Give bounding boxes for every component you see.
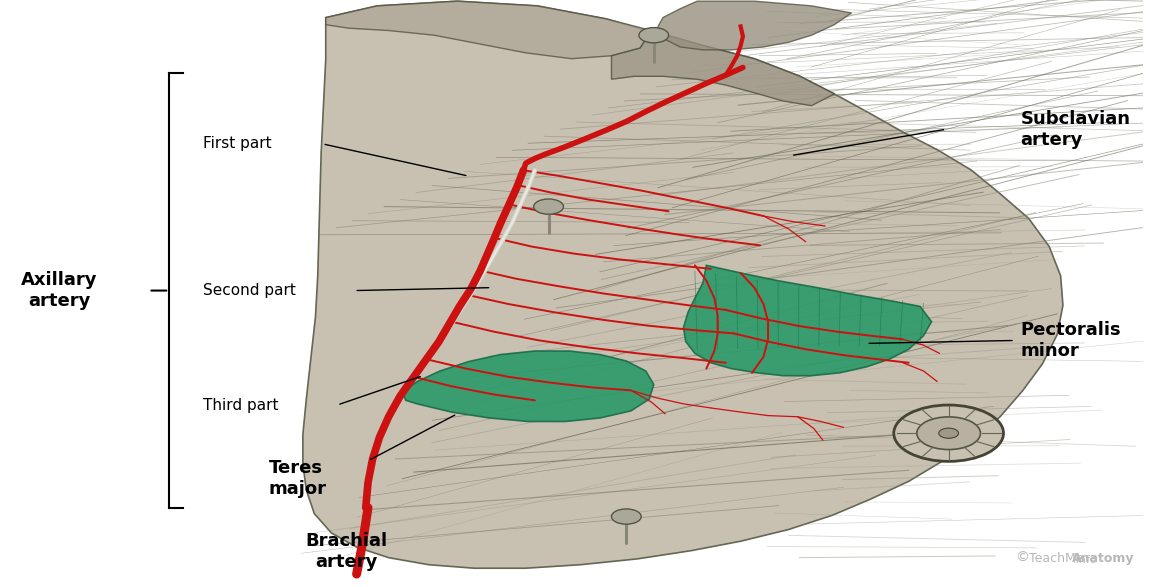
Circle shape [893, 405, 1003, 461]
Text: Third part: Third part [204, 397, 279, 413]
Circle shape [639, 28, 669, 43]
Circle shape [916, 417, 980, 450]
Text: Second part: Second part [204, 283, 296, 298]
Polygon shape [657, 1, 852, 50]
Text: .info: .info [1073, 555, 1097, 565]
Polygon shape [303, 1, 1063, 568]
Text: Brachial
artery: Brachial artery [305, 532, 388, 571]
Text: ©: © [1015, 551, 1029, 565]
Text: Teres
major: Teres major [268, 459, 326, 498]
Text: Axillary
artery: Axillary artery [21, 271, 97, 310]
Text: First part: First part [204, 136, 272, 151]
Polygon shape [684, 265, 931, 376]
Polygon shape [326, 1, 651, 59]
Polygon shape [612, 31, 834, 106]
Text: TeachMe: TeachMe [1029, 552, 1083, 565]
Polygon shape [403, 351, 654, 421]
Text: Subclavian
artery: Subclavian artery [1020, 110, 1130, 149]
Text: Pectoralis
minor: Pectoralis minor [1020, 321, 1121, 360]
Circle shape [533, 199, 563, 214]
Circle shape [938, 428, 958, 438]
Circle shape [612, 509, 641, 524]
Text: Anatomy: Anatomy [1073, 552, 1135, 565]
